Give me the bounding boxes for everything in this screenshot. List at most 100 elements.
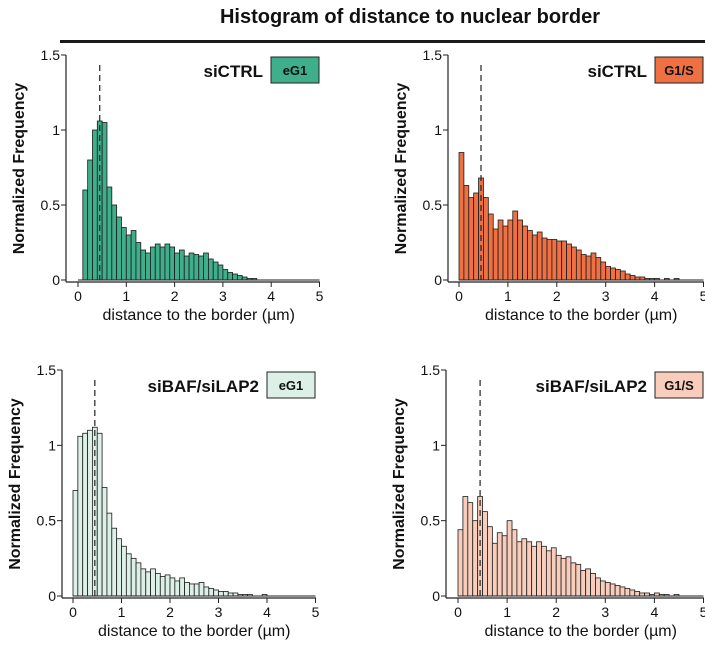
histogram-bar <box>82 189 89 281</box>
histogram-bar <box>150 246 156 281</box>
histogram-bar <box>164 243 171 281</box>
histogram-bar <box>468 197 475 281</box>
histogram-bar <box>604 582 611 597</box>
histogram-bar <box>483 197 489 281</box>
y-tick-label: 0.5 <box>37 513 57 529</box>
x-tick-label: 1 <box>503 604 511 620</box>
x-tick-label: 2 <box>171 288 179 304</box>
y-tick-label: 1.5 <box>421 362 441 378</box>
histogram-bar <box>159 576 166 597</box>
histogram-bar <box>605 266 611 281</box>
histogram-bar <box>615 269 621 281</box>
histogram-panel-4: 0 0.5 1 1.5 0 1 2 3 4 5 distance to the border (µm… <box>391 362 705 640</box>
histogram-bar <box>101 487 108 597</box>
histogram-bar <box>590 573 596 597</box>
histogram-bar <box>634 591 641 597</box>
histogram-bar <box>125 234 132 281</box>
histogram-bar <box>610 267 616 281</box>
histogram-bar <box>188 583 195 597</box>
x-tick-label: 0 <box>455 288 463 304</box>
histogram-bar <box>595 257 602 281</box>
histogram-bar <box>531 545 537 597</box>
histogram-bar <box>536 541 542 597</box>
histogram-bar <box>619 270 626 281</box>
x-tick-label: 1 <box>118 604 126 620</box>
histogram-bar <box>599 580 606 597</box>
histogram-bar <box>169 246 176 281</box>
histogram-bar <box>541 545 547 597</box>
y-tick-label: 1 <box>52 122 60 138</box>
histogram-bar <box>555 554 562 597</box>
histogram-bar <box>556 240 563 281</box>
phase-badge-label: G1/S <box>664 378 694 393</box>
histogram-bar <box>487 526 493 597</box>
y-tick-label: 0 <box>52 272 60 288</box>
x-tick-label: 0 <box>69 604 77 620</box>
histogram-bar <box>619 586 626 597</box>
histogram-bar <box>82 432 88 597</box>
histogram-bar <box>121 227 127 281</box>
phase-badge-label: eG1 <box>279 378 304 393</box>
x-tick-label: 5 <box>312 604 320 620</box>
histogram-bar <box>125 553 132 597</box>
histogram-bar <box>92 129 98 281</box>
histogram-bar <box>536 231 543 281</box>
histogram-bar <box>111 527 118 597</box>
x-tick-label: 4 <box>651 288 659 304</box>
histogram-bar <box>545 550 552 597</box>
y-axis-label: Normalized Frequency <box>11 83 28 255</box>
x-tick-label: 0 <box>74 288 82 304</box>
y-tick-label: 1 <box>432 437 440 453</box>
histogram-bar <box>585 568 591 597</box>
y-tick-label: 0.5 <box>423 197 443 213</box>
histogram-bar <box>140 568 147 597</box>
y-tick-label: 0.5 <box>421 513 441 529</box>
histogram-bar <box>566 243 572 281</box>
histogram-bar <box>467 502 474 597</box>
histogram-bar <box>527 230 533 281</box>
x-tick-label: 2 <box>553 288 561 304</box>
x-tick-label: 3 <box>601 604 609 620</box>
y-tick-label: 1 <box>48 437 56 453</box>
histogram-bar <box>96 432 103 597</box>
histogram-bar <box>580 569 587 597</box>
histogram-bar <box>502 225 509 281</box>
histogram-bar <box>614 585 621 597</box>
histogram-bar <box>491 542 498 597</box>
x-axis-label: distance to the border (µm) <box>485 307 677 324</box>
histogram-bar <box>213 589 219 597</box>
histogram-bar <box>457 529 464 597</box>
histogram-bar <box>208 258 214 281</box>
histogram-bar <box>116 538 122 597</box>
histogram-bar <box>212 261 219 281</box>
histogram-bar <box>208 588 215 597</box>
histogram-bar <box>155 573 161 597</box>
histogram-bar <box>106 186 113 281</box>
histogram-bar <box>184 582 190 597</box>
title-rule <box>60 40 705 43</box>
histogram-bar <box>150 568 156 597</box>
histogram-bar <box>496 532 503 597</box>
histogram-bar <box>198 582 205 597</box>
histogram-bar <box>565 556 572 597</box>
histogram-bar <box>135 562 142 597</box>
histogram-bar <box>232 273 238 281</box>
histogram-bar <box>222 591 229 597</box>
x-tick-label: 4 <box>267 288 275 304</box>
y-axis-label: Normalized Frequency <box>393 83 410 255</box>
histogram-bar <box>174 580 181 597</box>
histogram-panel-1: 0 0.5 1 1.5 0 1 2 3 4 5 distance to the border (µm… <box>11 47 324 324</box>
x-tick-label: 3 <box>219 288 227 304</box>
y-tick-label: 1.5 <box>37 362 57 378</box>
histogram-bar <box>492 228 499 281</box>
histogram-bar <box>472 520 479 597</box>
y-tick-label: 1 <box>434 122 442 138</box>
histogram-bar <box>130 557 137 597</box>
y-tick-label: 1.5 <box>423 47 443 63</box>
histogram-bar <box>560 557 567 597</box>
y-tick-label: 0 <box>434 272 442 288</box>
condition-label: siCTRL <box>588 62 648 81</box>
histogram-bar <box>497 219 504 281</box>
condition-label: siCTRL <box>204 62 264 81</box>
histogram-bar <box>236 275 243 281</box>
